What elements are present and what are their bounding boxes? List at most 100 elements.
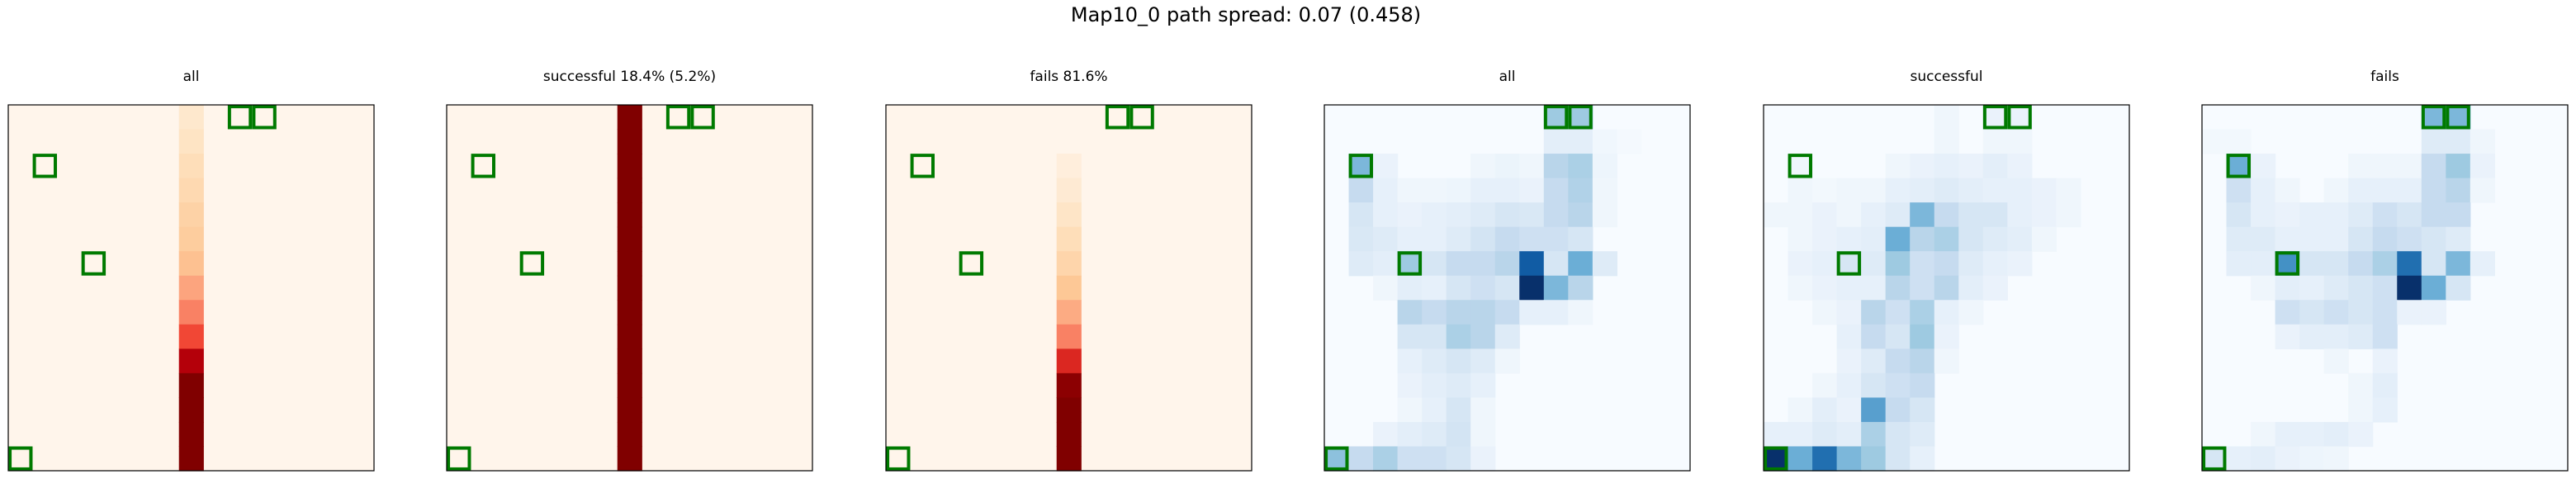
- heatmap-cell: [1568, 105, 1593, 130]
- heatmap-cell: [1958, 275, 1984, 301]
- heatmap-cell: [2421, 202, 2446, 228]
- heatmap-cell: [1861, 324, 1887, 349]
- heatmap-cell: [1446, 202, 1471, 228]
- heatmap-cell: [2348, 421, 2374, 448]
- heatmap-cell: [1885, 202, 1911, 228]
- marker-square: [1982, 105, 2008, 130]
- heatmap-cell: [1373, 178, 1399, 203]
- heatmap-cell: [1470, 251, 1496, 277]
- heatmap-cell: [1934, 178, 1959, 203]
- panel-title: successful 18.4% (5.2%): [543, 69, 716, 85]
- heatmap-cell: [1910, 154, 1935, 179]
- heatmap-cell: [1422, 372, 1447, 398]
- heatmap-cell: [1397, 251, 1423, 277]
- heatmap-cell: [2251, 421, 2276, 448]
- heatmap-cell: [1934, 251, 1959, 277]
- marker-square: [1129, 105, 1154, 130]
- heatmap-cell: [2323, 178, 2349, 203]
- heatmap-cell: [1885, 226, 1911, 252]
- heatmap-cell: [2226, 226, 2252, 252]
- heatmap-panel: all: [7, 69, 375, 472]
- heatmap-cell: [1958, 251, 1984, 277]
- heatmap-panel: fails 81.6%: [885, 69, 1252, 472]
- heatmap-cell: [1910, 300, 1935, 325]
- marker-square: [2446, 105, 2470, 130]
- panel-title: fails 81.6%: [1030, 69, 1107, 85]
- heatmap-cell: [1470, 421, 1496, 448]
- heatmap-cell: [1397, 202, 1423, 228]
- heatmap-cell: [1470, 202, 1496, 228]
- heatmap-cell: [1422, 446, 1447, 472]
- heatmap-cell: [1470, 178, 1496, 203]
- heatmap-cell: [2251, 226, 2276, 252]
- marker-square: [665, 105, 691, 130]
- heatmap-cell: [1885, 178, 1911, 203]
- heatmap-cell: [1422, 349, 1447, 374]
- marker-square: [447, 446, 471, 471]
- heatmap-cell: [2275, 446, 2300, 472]
- heatmap-cell: [1934, 129, 1959, 154]
- heatmap-cell: [1446, 226, 1471, 252]
- heatmap-cell: [1446, 421, 1471, 448]
- heatmap-cell: [2323, 421, 2349, 448]
- heatmap-cell: [1422, 178, 1447, 203]
- marker-square: [471, 154, 495, 178]
- heatmap-cell: [1910, 349, 1935, 374]
- heatmap-cell: [2007, 178, 2033, 203]
- heatmap-cell: [1568, 178, 1593, 203]
- heatmap-cell: [1934, 154, 1959, 179]
- heatmap-cell: [1934, 324, 1959, 349]
- heatmap-cell: [1861, 446, 1887, 472]
- heatmap-cell: [1543, 202, 1569, 228]
- heatmap-cell: [1982, 275, 2008, 301]
- marker-square: [2275, 251, 2300, 276]
- heatmap-cell: [1494, 202, 1520, 228]
- heatmap-cell: [1373, 251, 1399, 277]
- heatmap-cell: [1397, 226, 1423, 252]
- heatmap-cell: [2469, 154, 2495, 179]
- heatmap-cell: [178, 397, 204, 423]
- heatmap-cell: [2421, 105, 2446, 130]
- heatmap-cell: [1056, 226, 1082, 252]
- heatmap-cell: [2251, 154, 2276, 179]
- heatmap-cell: [2348, 154, 2374, 179]
- heatmap-cell: [1592, 251, 1617, 277]
- heatmap-cell: [2275, 226, 2300, 252]
- heatmap-cell: [1812, 226, 1838, 252]
- heatmap-cell: [2251, 202, 2276, 228]
- heatmap-cell: [1543, 275, 1569, 301]
- heatmap-cell: [1788, 178, 1813, 203]
- heatmap-cell: [2275, 324, 2300, 349]
- heatmap-cell: [1470, 154, 1496, 179]
- heatmap-cell: [2323, 446, 2349, 472]
- heatmap-cell: [2007, 105, 2033, 130]
- heatmap-cell: [1812, 300, 1838, 325]
- panel-title: successful: [1911, 69, 1983, 85]
- heatmap-cell: [2348, 226, 2374, 252]
- heatmap-cell: [2372, 372, 2398, 398]
- marker-square: [2202, 446, 2227, 471]
- heatmap-cell: [2348, 275, 2374, 301]
- heatmap-cell: [1543, 300, 1569, 325]
- heatmap-cell: [1446, 324, 1471, 349]
- heatmap-cell: [2251, 275, 2276, 301]
- heatmap-cell: [2469, 129, 2495, 154]
- heatmap-cell: [178, 226, 204, 252]
- heatmap-cell: [2299, 226, 2325, 252]
- heatmap-cell: [1373, 446, 1399, 472]
- heatmap-cell: [2421, 226, 2446, 252]
- heatmap-cell: [1592, 178, 1617, 203]
- heatmap-cell: [1373, 154, 1399, 179]
- heatmap-cell: [1764, 446, 1789, 472]
- heatmap-cell: [1836, 275, 1862, 301]
- heatmap-cell: [1543, 251, 1569, 277]
- heatmap-cell: [1910, 397, 1935, 423]
- heatmap-cell: [2372, 226, 2398, 252]
- heatmap-cell: [1494, 251, 1520, 277]
- heatmap-cell: [1543, 154, 1569, 179]
- heatmap-cell: [1373, 202, 1399, 228]
- heatmap-cell: [2372, 154, 2398, 179]
- marker-square: [32, 154, 57, 178]
- heatmap-cell: [2202, 129, 2228, 154]
- heatmap-cell: [1056, 421, 1082, 448]
